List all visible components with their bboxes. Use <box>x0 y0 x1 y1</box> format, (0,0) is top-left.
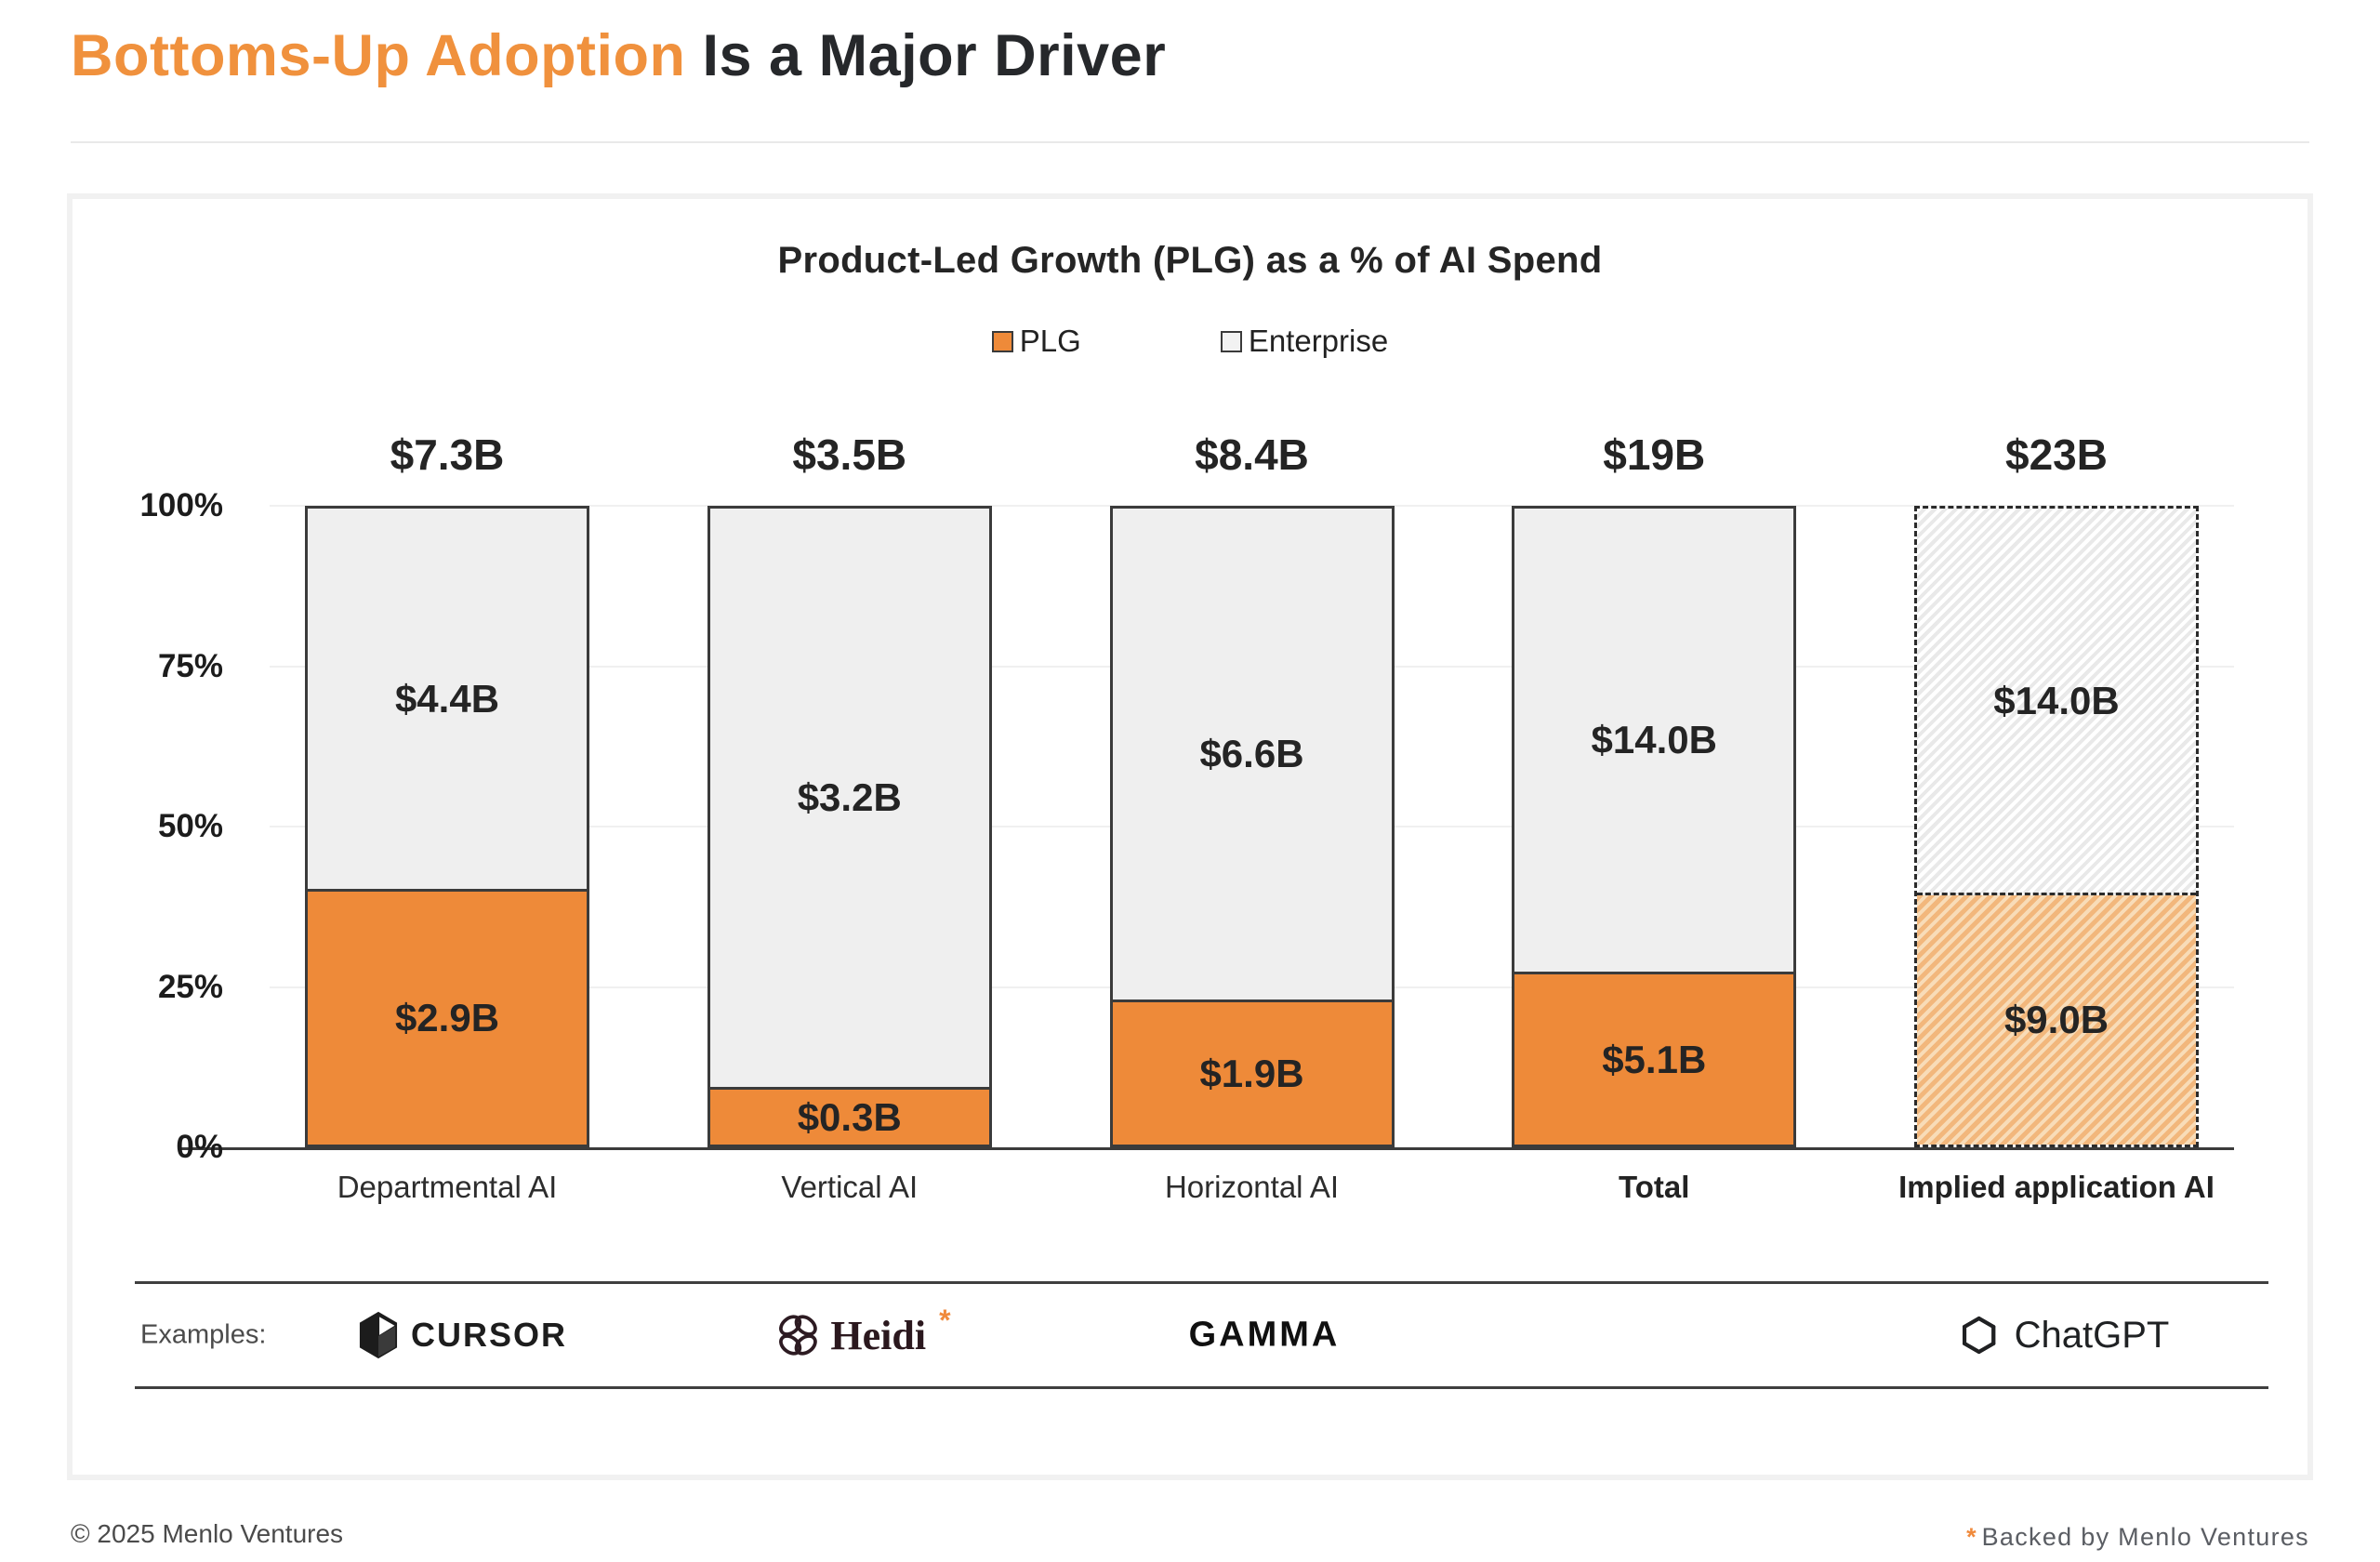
cursor-cube-icon <box>359 1311 398 1359</box>
footnote-text: Backed by Menlo Ventures <box>1981 1523 2309 1551</box>
bar-total-label: $23B <box>2005 430 2108 479</box>
heidi-clover-icon <box>779 1315 817 1356</box>
plot-area: $7.3B $4.4B $2.9B Departmental AI $3.5B $3.2B… <box>139 430 2234 1204</box>
page-header: Bottoms-Up Adoption Is a Major Driver <box>71 19 2309 95</box>
bar-total-label: $8.4B <box>1195 430 1309 479</box>
gamma-logo: GAMMA <box>1189 1316 1341 1356</box>
x-axis-baseline <box>181 1147 2234 1150</box>
bar-stack: $6.6B $1.9B <box>1109 506 1395 1147</box>
bar-category-label: Departmental AI <box>337 1170 558 1204</box>
chart-card: Product-Led Growth (PLG) as a % of AI Sp… <box>67 193 2313 1480</box>
enterprise-swatch-icon <box>1220 330 1242 352</box>
bar-stack: $3.2B $0.3B <box>707 506 992 1147</box>
segment-value-label: $0.3B <box>797 1094 902 1139</box>
examples-label: Examples: <box>140 1319 267 1350</box>
bar-category-label: Vertical AI <box>781 1170 919 1204</box>
segment-value-label: $2.9B <box>394 996 500 1040</box>
page-title: Bottoms-Up Adoption Is a Major Driver <box>71 19 2309 95</box>
segment-value-label: $3.2B <box>797 775 902 820</box>
page-title-rest: Is a Major Driver <box>702 23 1167 88</box>
chatgpt-wordmark: ChatGPT <box>2014 1314 2170 1356</box>
bar-total-label: $7.3B <box>390 430 505 479</box>
bar-category-label: Total <box>1619 1170 1690 1204</box>
cursor-wordmark: CURSOR <box>410 1316 568 1354</box>
segment-value-label: $14.0B <box>1993 678 2120 722</box>
bar-segment-enterprise: $6.6B <box>1112 509 1392 1003</box>
y-axis-tick-label: 25% <box>157 968 223 1005</box>
segment-value-label: $4.4B <box>394 676 500 721</box>
y-axis-tick-label: 0% <box>176 1129 223 1165</box>
y-axis-tick-label: 50% <box>157 808 223 844</box>
bar-category-label: Horizontal AI <box>1164 1170 1340 1204</box>
bars-row: $7.3B $4.4B $2.9B Departmental AI $3.5B $3.2B… <box>270 430 2234 1204</box>
footer-backed-note: * Backed by Menlo Ventures <box>1966 1523 2309 1552</box>
heidi-backed-asterisk: * <box>939 1303 951 1337</box>
legend-item-enterprise: Enterprise <box>1220 324 1389 359</box>
bar-segment-plg: $5.1B <box>1514 974 1794 1145</box>
chart-title: Product-Led Growth (PLG) as a % of AI Sp… <box>777 240 1603 281</box>
header-divider <box>71 141 2309 143</box>
y-axis-tick-label: 75% <box>157 647 223 684</box>
y-axis-tick-label: 100% <box>139 487 223 523</box>
cursor-logo: CURSOR <box>357 1311 567 1359</box>
bar-stack: $14.0B $5.1B <box>1512 506 1797 1147</box>
openai-knot-icon <box>1963 1316 1996 1355</box>
legend-label-plg: PLG <box>1019 324 1081 358</box>
segment-value-label: $9.0B <box>2003 998 2109 1042</box>
chart-legend: PLG Enterprise <box>73 324 2307 359</box>
bar-category-label: Implied application AI <box>1898 1170 2215 1204</box>
bar-segment-enterprise: $4.4B <box>308 509 587 893</box>
bar-segment-plg: $2.9B <box>308 892 587 1145</box>
heidi-wordmark: Heidi <box>830 1312 927 1358</box>
gamma-wordmark: GAMMA <box>1188 1315 1341 1355</box>
heidi-logo: Heidi * <box>773 1304 951 1360</box>
bar-total-label: $19B <box>1603 430 1706 479</box>
bar-segment-enterprise: $14.0B <box>1514 509 1794 975</box>
bar-total-label: $3.5B <box>792 430 907 479</box>
bar-column: $8.4B $6.6B $1.9B Horizontal AI <box>1109 430 1395 1204</box>
legend-label-enterprise: Enterprise <box>1248 324 1389 358</box>
bar-segment-enterprise: $3.2B <box>709 509 989 1091</box>
page-title-accent: Bottoms-Up Adoption <box>71 23 686 88</box>
segment-value-label: $6.6B <box>1199 732 1304 776</box>
footer-copyright: © 2025 Menlo Ventures <box>71 1519 344 1548</box>
bar-column: $3.5B $3.2B $0.3B Vertical AI <box>707 430 992 1204</box>
chatgpt-logo: ChatGPT <box>1957 1313 2170 1357</box>
footnote-asterisk: * <box>1966 1523 1977 1551</box>
bar-column: $7.3B $4.4B $2.9B Departmental AI <box>305 430 589 1204</box>
bar-segment-plg: $1.9B <box>1112 1002 1392 1145</box>
segment-value-label: $14.0B <box>1591 718 1717 762</box>
bar-stack: $14.0B $9.0B <box>1914 506 2199 1147</box>
bar-segment-plg: $9.0B <box>1917 895 2196 1145</box>
legend-item-plg: PLG <box>991 324 1081 359</box>
segment-value-label: $1.9B <box>1199 1051 1304 1095</box>
bar-column: $23B $14.0B $9.0B Implied application AI <box>1898 430 2215 1204</box>
segment-value-label: $5.1B <box>1602 1037 1707 1081</box>
bar-segment-plg: $0.3B <box>709 1090 989 1145</box>
bar-segment-enterprise: $14.0B <box>1917 509 2196 896</box>
examples-band: Examples: CURSOR Heidi * GAMMA <box>135 1281 2268 1389</box>
bar-column: $19B $14.0B $5.1B Total <box>1512 430 1797 1204</box>
bar-stack: $4.4B $2.9B <box>305 506 589 1147</box>
plg-swatch-icon <box>991 330 1013 352</box>
